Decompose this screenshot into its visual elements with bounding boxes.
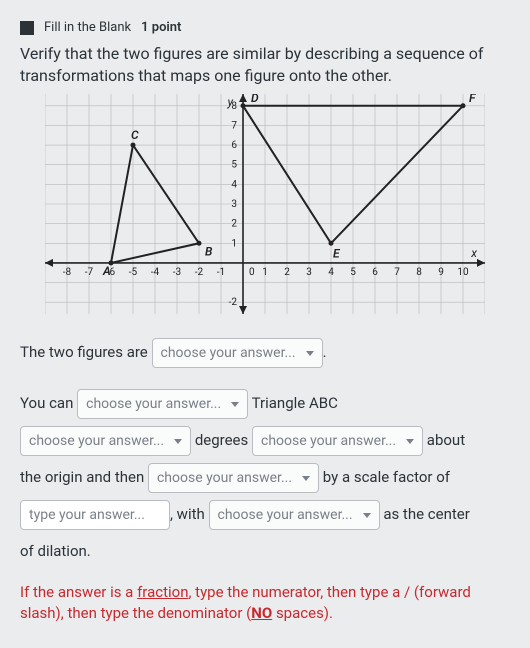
select-transformation-verb[interactable]: choose your answer...	[77, 389, 248, 419]
svg-text:-4: -4	[151, 267, 160, 278]
svg-text:0: 0	[249, 267, 255, 278]
svg-text:3: 3	[306, 267, 312, 278]
svg-text:D: D	[251, 94, 259, 105]
text-figures-are: The two figures are	[20, 343, 148, 361]
select-direction[interactable]: choose your answer...	[252, 426, 423, 456]
svg-text:-8: -8	[63, 267, 72, 278]
svg-text:-2: -2	[229, 297, 238, 308]
select-placeholder: choose your answer...	[161, 338, 296, 369]
svg-text:-1: -1	[217, 267, 225, 278]
svg-text:5: 5	[231, 160, 237, 171]
svg-text:C: C	[131, 128, 139, 142]
svg-text:1: 1	[262, 267, 268, 278]
svg-text:9: 9	[438, 267, 444, 278]
select-placeholder: choose your answer...	[29, 426, 164, 457]
svg-text:10: 10	[457, 267, 469, 278]
svg-text:-3: -3	[173, 267, 181, 278]
svg-text:F: F	[469, 94, 476, 105]
question-type: Fill in the Blank	[44, 20, 131, 35]
text-scale-factor: by a scale factor of	[323, 468, 450, 486]
input-scale-factor[interactable]: type your answer...	[20, 500, 170, 530]
svg-text:6: 6	[372, 267, 378, 278]
question-prompt: Verify that the two figures are similar …	[20, 43, 510, 86]
select-degrees[interactable]: choose your answer...	[20, 426, 191, 456]
select-center[interactable]: choose your answer...	[209, 500, 380, 530]
text-triangle-abc: Triangle ABC	[252, 394, 338, 412]
input-placeholder: type your answer...	[29, 500, 145, 531]
chevron-down-icon	[363, 513, 371, 518]
chevron-down-icon	[406, 439, 414, 444]
select-placeholder: choose your answer...	[261, 426, 396, 457]
question-type-marker	[20, 21, 34, 35]
select-placeholder: choose your answer...	[86, 389, 221, 420]
svg-text:6: 6	[231, 140, 237, 151]
text-you-can: You can	[20, 394, 73, 412]
svg-text:y: y	[226, 95, 233, 109]
chevron-down-icon	[302, 476, 310, 481]
svg-text:7: 7	[394, 267, 400, 278]
text-degrees: degrees	[195, 431, 248, 449]
svg-text:A: A	[102, 264, 111, 278]
text-origin-then: the origin and then	[20, 468, 144, 486]
text-comma-with: , with	[170, 505, 205, 523]
svg-text:7: 7	[231, 121, 237, 132]
select-placeholder: choose your answer...	[218, 500, 353, 531]
select-placeholder: choose your answer...	[157, 463, 292, 494]
footer-instruction: If the answer is a fraction, type the nu…	[20, 582, 510, 624]
svg-text:-7: -7	[85, 267, 94, 278]
select-similarity[interactable]: choose your answer...	[152, 338, 323, 368]
text-about: about	[427, 431, 465, 449]
svg-text:5: 5	[350, 267, 356, 278]
text-as-center: as the center	[383, 505, 470, 523]
svg-text:4: 4	[328, 267, 334, 278]
text-of-dilation: of dilation.	[20, 542, 91, 560]
svg-text:-5: -5	[129, 267, 138, 278]
question-points: 1 point	[141, 20, 181, 35]
svg-text:E: E	[333, 246, 341, 260]
coordinate-graph: -8-7-6-5-4-3-2-11234567891012345678-20xy…	[45, 94, 485, 314]
svg-text:8: 8	[416, 267, 422, 278]
svg-text:-2: -2	[195, 267, 204, 278]
svg-text:B: B	[205, 244, 213, 258]
svg-text:x: x	[470, 246, 477, 260]
chevron-down-icon	[231, 402, 239, 407]
chevron-down-icon	[174, 439, 182, 444]
select-second-transform[interactable]: choose your answer...	[148, 463, 319, 493]
svg-text:3: 3	[231, 199, 237, 210]
chevron-down-icon	[306, 351, 314, 356]
svg-text:4: 4	[231, 180, 237, 191]
svg-text:2: 2	[231, 219, 237, 230]
svg-text:2: 2	[284, 267, 290, 278]
svg-text:1: 1	[231, 238, 237, 249]
